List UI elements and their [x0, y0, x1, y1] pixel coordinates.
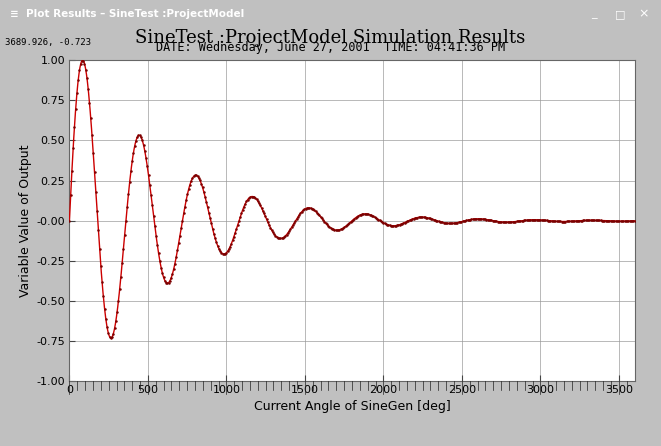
Text: DATE: Wednesday, June 27, 2001  TIME: 04:41:36 PM: DATE: Wednesday, June 27, 2001 TIME: 04:… — [156, 41, 505, 54]
Text: 3689.926, -0.723: 3689.926, -0.723 — [5, 38, 91, 47]
Text: _: _ — [592, 9, 598, 19]
Text: ≡  Plot Results – SineTest :ProjectModel: ≡ Plot Results – SineTest :ProjectModel — [10, 9, 244, 19]
Text: SineTest :ProjectModel Simulation Results: SineTest :ProjectModel Simulation Result… — [136, 29, 525, 47]
Text: ×: × — [638, 7, 648, 21]
Y-axis label: Variable Value of Output: Variable Value of Output — [19, 145, 32, 297]
Text: □: □ — [615, 9, 625, 19]
X-axis label: Current Angle of SineGen [deg]: Current Angle of SineGen [deg] — [254, 400, 450, 413]
